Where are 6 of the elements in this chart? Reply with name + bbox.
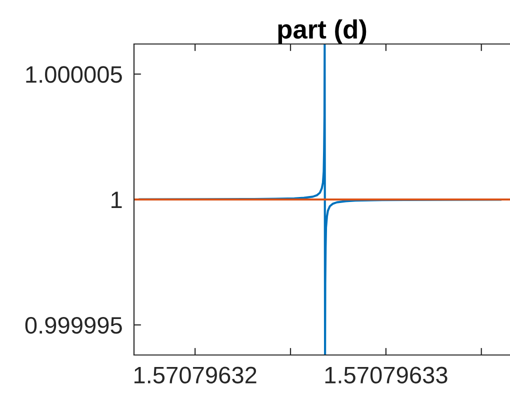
y-tick-label: 1 [112, 192, 122, 208]
chart-title: part (d) [278, 19, 366, 44]
x-tick-label: 1.57079632 [134, 366, 256, 384]
y-tick-label: 1.000005 [26, 66, 122, 83]
y-tick-label: 0.999995 [25, 316, 122, 334]
x-tick-label: 1.57079633 [325, 366, 448, 384]
